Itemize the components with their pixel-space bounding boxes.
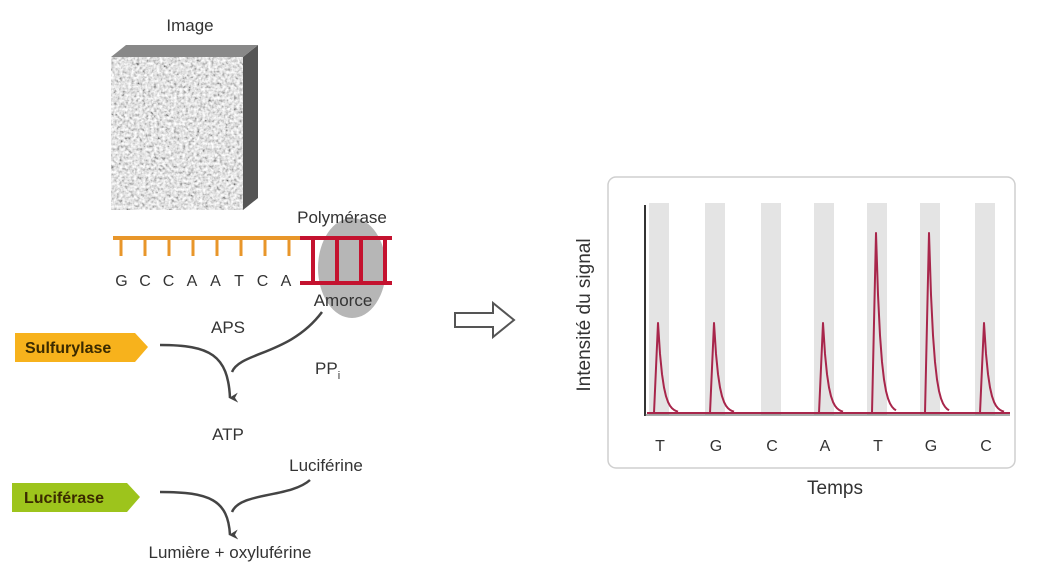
luciferin-branch	[230, 479, 311, 513]
luciferase-label: Luciférase	[24, 490, 104, 507]
nucleotide-label: C	[766, 438, 778, 455]
dispensation-band	[814, 203, 834, 415]
signal-peak	[709, 322, 735, 414]
dispensation-band	[649, 203, 669, 415]
image-side	[243, 45, 258, 210]
reaction-arrow	[159, 343, 239, 403]
dispensation-band	[761, 203, 781, 415]
template-base: G	[115, 273, 128, 290]
luciferin-label: Luciférine	[289, 456, 363, 475]
template-base: C	[139, 273, 152, 290]
template-strand	[113, 236, 302, 256]
flow-arrow	[454, 300, 516, 340]
aps-label: APS	[211, 318, 245, 337]
template-base: C	[257, 273, 270, 290]
signal-peak	[818, 322, 844, 414]
signal-peak	[871, 232, 897, 414]
image-top	[111, 45, 258, 57]
template-base: A	[187, 273, 199, 290]
template-base: T	[234, 273, 245, 290]
ppi-text: PP	[315, 359, 338, 378]
template-base: C	[163, 273, 176, 290]
x-axis-label: Temps	[807, 478, 863, 499]
signal-peak	[653, 322, 679, 414]
template-base: A	[281, 273, 293, 290]
luciferase-tag	[12, 483, 140, 512]
nucleotide-label: T	[873, 438, 883, 455]
template-base: A	[210, 273, 222, 290]
signal-peak	[979, 322, 1005, 414]
pyrogram-panel	[607, 176, 1016, 469]
products-label: Lumière + oxyluférine	[148, 543, 311, 562]
nucleotide-label: T	[655, 438, 665, 455]
image-label: Image	[166, 16, 213, 35]
nucleotide-label: G	[925, 438, 937, 455]
ppi-subscript: i	[338, 370, 340, 382]
sulfurylase-label: Sulfurylase	[25, 340, 111, 357]
dispensation-band	[975, 203, 995, 415]
ppi-label: PPi	[315, 359, 340, 382]
dispensation-band	[705, 203, 725, 415]
nucleotide-label: G	[710, 438, 722, 455]
nucleotide-label: C	[980, 438, 992, 455]
primer-strand	[300, 236, 392, 285]
sulfurylase-tag	[15, 333, 148, 362]
atp-label: ATP	[212, 425, 244, 444]
ppi-branch	[230, 311, 324, 373]
image-face	[111, 57, 243, 210]
y-axis-label: Intensité du signal	[574, 238, 595, 391]
nucleotide-label: A	[820, 438, 831, 455]
polymerase-label: Polymérase	[297, 208, 387, 227]
primer-label: Amorce	[314, 291, 373, 310]
reaction-arrow	[159, 490, 239, 540]
signal-peak	[924, 232, 950, 414]
